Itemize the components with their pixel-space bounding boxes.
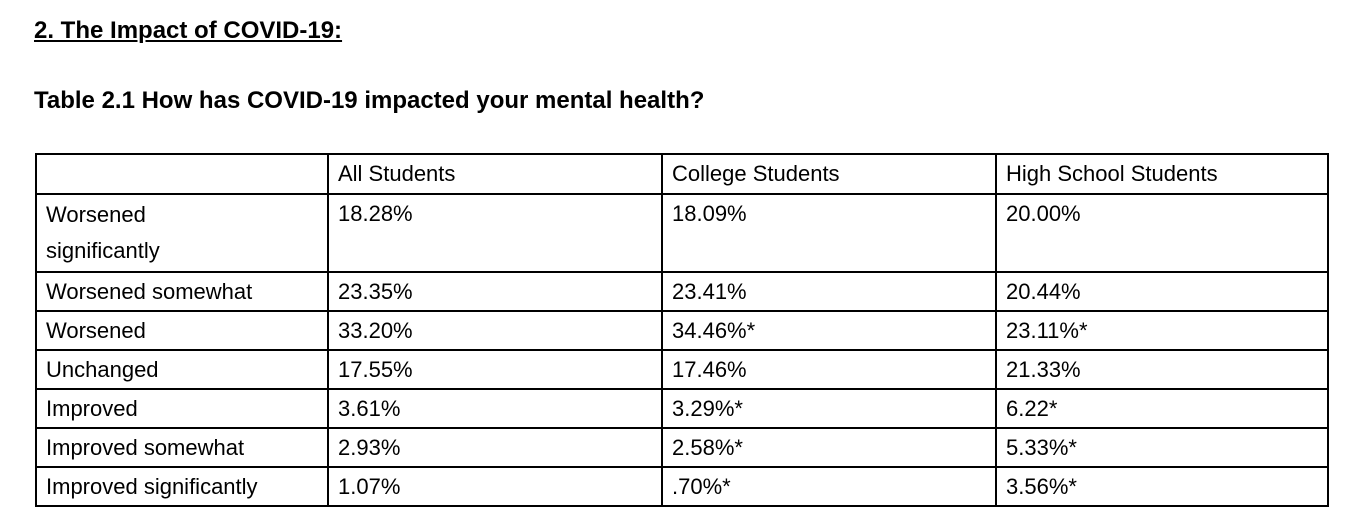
table-cell: 1.07% <box>327 466 663 507</box>
table-cell: 2.93% <box>327 427 663 468</box>
table-cell: 21.33% <box>995 349 1329 390</box>
table-row: Worsened 33.20% 34.46%* 23.11%* <box>35 310 1329 351</box>
column-header-all-students: All Students <box>327 153 663 195</box>
column-header-college-students: College Students <box>661 153 997 195</box>
row-label: Improved significantly <box>35 466 329 507</box>
table-cell: 23.11%* <box>995 310 1329 351</box>
table-cell: 2.58%* <box>661 427 997 468</box>
table-cell: .70%* <box>661 466 997 507</box>
row-label: Worsened somewhat <box>35 271 329 312</box>
section-heading: 2. The Impact of COVID-19: <box>34 17 343 44</box>
column-header-blank <box>35 153 329 195</box>
table-cell: 20.00% <box>995 193 1329 273</box>
table-cell: 5.33%* <box>995 427 1329 468</box>
row-label: Worsened <box>35 310 329 351</box>
table-cell: 17.46% <box>661 349 997 390</box>
table-cell: 3.56%* <box>995 466 1329 507</box>
table-cell: 23.35% <box>327 271 663 312</box>
row-label: Improved somewhat <box>35 427 329 468</box>
table-cell: 20.44% <box>995 271 1329 312</box>
table-cell: 34.46%* <box>661 310 997 351</box>
table-row: Worsened significantly 18.28% 18.09% 20.… <box>35 193 1329 273</box>
table-cell: 18.28% <box>327 193 663 273</box>
impact-table: All Students College Students High Schoo… <box>35 153 1329 507</box>
table-row: Improved somewhat 2.93% 2.58%* 5.33%* <box>35 427 1329 468</box>
table-row: Improved significantly 1.07% .70%* 3.56%… <box>35 466 1329 507</box>
table-cell: 17.55% <box>327 349 663 390</box>
table-cell: 18.09% <box>661 193 997 273</box>
table-cell: 6.22* <box>995 388 1329 429</box>
table-header-row: All Students College Students High Schoo… <box>35 153 1329 195</box>
table-cell: 3.29%* <box>661 388 997 429</box>
table-row: Unchanged 17.55% 17.46% 21.33% <box>35 349 1329 390</box>
table-cell: 3.61% <box>327 388 663 429</box>
column-header-high-school-students: High School Students <box>995 153 1329 195</box>
row-label: Improved <box>35 388 329 429</box>
table-row: Worsened somewhat 23.35% 23.41% 20.44% <box>35 271 1329 312</box>
table-row: Improved 3.61% 3.29%* 6.22* <box>35 388 1329 429</box>
table-title: Table 2.1 How has COVID-19 impacted your… <box>34 87 705 114</box>
row-label: Unchanged <box>35 349 329 390</box>
table-cell: 33.20% <box>327 310 663 351</box>
row-label-text: Worsened significantly <box>46 202 160 263</box>
table-cell: 23.41% <box>661 271 997 312</box>
row-label: Worsened significantly <box>35 193 329 273</box>
